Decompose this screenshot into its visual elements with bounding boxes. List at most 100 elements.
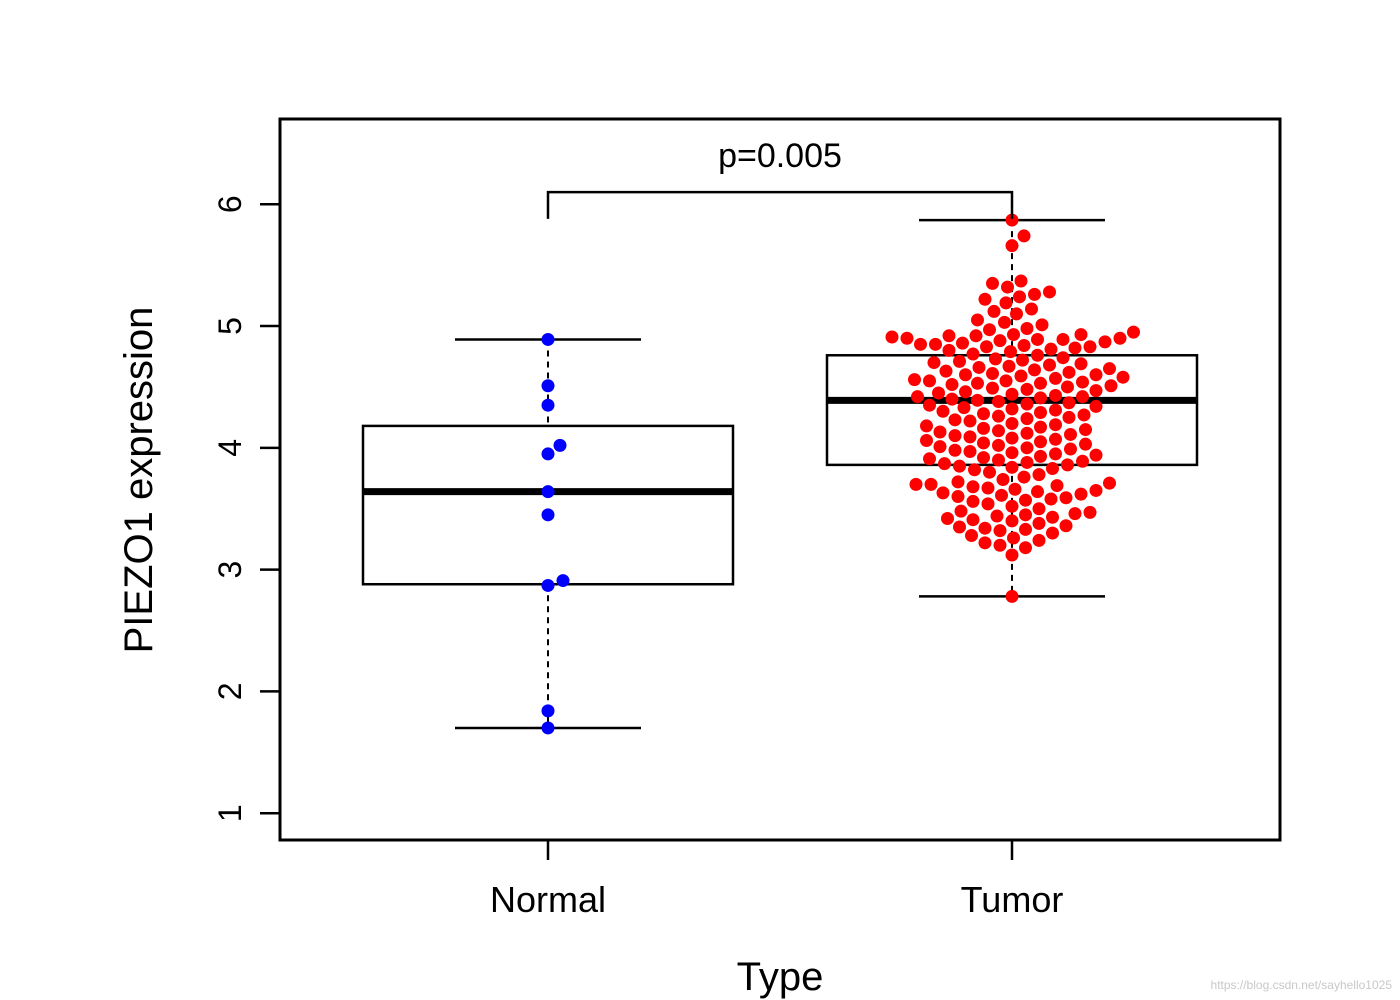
data-point [996, 473, 1010, 486]
data-point [923, 398, 936, 412]
data-point [932, 386, 945, 400]
data-point [1002, 359, 1016, 373]
data-point [900, 331, 914, 345]
data-point [998, 315, 1011, 329]
data-point [977, 451, 990, 465]
data-point [1005, 416, 1019, 430]
data-point [1076, 454, 1089, 468]
data-point [1005, 239, 1019, 253]
significance-bracket [546, 190, 1014, 219]
data-point [953, 520, 966, 534]
data-point [992, 453, 1005, 467]
data-point [1050, 479, 1064, 493]
x-tick-label: Tumor [961, 879, 1064, 920]
data-point [1046, 462, 1059, 476]
data-point [1083, 505, 1097, 519]
data-point [963, 430, 977, 444]
data-point [923, 374, 936, 388]
data-point [1059, 491, 1073, 505]
data-point [999, 296, 1013, 310]
data-point [992, 409, 1005, 423]
data-point [1001, 280, 1014, 294]
data-point [1056, 351, 1070, 365]
data-point [1044, 342, 1058, 356]
data-point [1013, 290, 1026, 304]
data-point [1016, 353, 1029, 367]
data-point [920, 434, 933, 448]
data-point [1020, 426, 1034, 440]
data-point [1103, 476, 1116, 490]
data-point [972, 360, 986, 374]
data-point [1028, 287, 1041, 301]
data-point [1010, 307, 1023, 321]
data-point [1083, 340, 1097, 354]
data-point [1103, 362, 1116, 376]
data-point [541, 704, 555, 718]
data-point [981, 497, 995, 511]
data-point [1005, 499, 1019, 513]
data-point [1020, 382, 1034, 396]
watermark-text: https://blog.csdn.net/sayhello1025 [1210, 978, 1392, 992]
data-point [948, 443, 962, 457]
data-point [1089, 483, 1103, 497]
data-point [1104, 379, 1118, 393]
data-point [1098, 335, 1112, 349]
data-point [936, 404, 950, 418]
data-point [556, 574, 570, 588]
data-point [1031, 348, 1044, 362]
data-point [954, 504, 968, 518]
data-point [541, 578, 555, 592]
data-point [1020, 455, 1034, 469]
p-value-annotation: p=0.005 [718, 137, 842, 175]
data-point [1049, 432, 1062, 446]
plot-frame [278, 117, 1282, 842]
data-point [929, 337, 942, 351]
data-point [939, 364, 953, 378]
data-point [1043, 285, 1056, 299]
data-point [981, 481, 995, 495]
data-point [978, 292, 992, 306]
data-point [541, 398, 555, 412]
data-point [1005, 213, 1019, 227]
data-point [1031, 485, 1044, 499]
data-point [1068, 507, 1082, 521]
data-point [1007, 328, 1020, 342]
data-point [1062, 365, 1076, 379]
data-point [992, 395, 1005, 409]
data-point [553, 438, 567, 452]
data-point [953, 354, 966, 368]
data-point [1074, 487, 1088, 501]
data-point [948, 413, 962, 427]
data-point [956, 336, 969, 350]
data-point [885, 330, 899, 344]
data-point [1079, 437, 1092, 451]
y-axis-label: PIEZO1 expression [117, 307, 161, 654]
x-axis-label: Type [737, 955, 824, 999]
data-point [1076, 375, 1089, 389]
data-point [1049, 403, 1062, 417]
data-point [1068, 341, 1082, 355]
data-point [966, 347, 980, 361]
data-point [1032, 533, 1046, 547]
data-point [963, 444, 977, 458]
data-point [1049, 371, 1062, 385]
data-point [927, 356, 941, 370]
data-point [1005, 548, 1019, 562]
data-point [911, 390, 924, 404]
data-point [986, 367, 999, 381]
data-point [957, 401, 971, 415]
data-point [1034, 420, 1047, 434]
data-point [541, 379, 555, 393]
y-tick-label: 1 [212, 804, 248, 822]
data-point [923, 452, 936, 466]
data-point [1056, 332, 1070, 346]
data-point [1031, 332, 1044, 346]
data-point [908, 373, 921, 387]
data-point [1113, 331, 1127, 345]
data-point [938, 457, 951, 471]
data-point [1079, 423, 1092, 437]
data-point [1005, 446, 1019, 460]
data-point [1074, 357, 1088, 371]
data-point [968, 463, 981, 477]
